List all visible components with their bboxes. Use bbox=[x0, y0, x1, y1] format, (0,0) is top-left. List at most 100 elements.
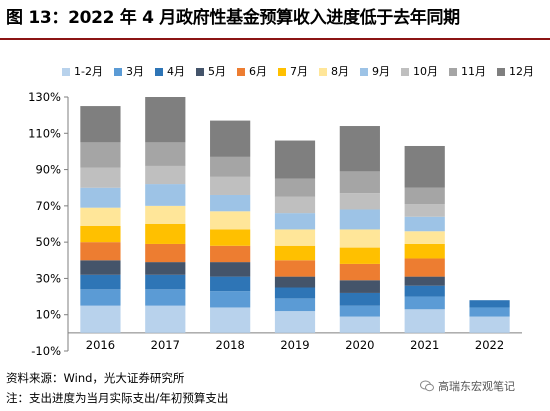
bar-segment bbox=[210, 120, 251, 157]
legend-item: 3月 bbox=[113, 64, 144, 80]
bar-segment bbox=[274, 276, 316, 288]
bar-segment bbox=[274, 260, 316, 277]
bar-segment bbox=[404, 204, 445, 217]
legend-swatch bbox=[236, 68, 245, 76]
legend-swatch bbox=[277, 68, 286, 76]
bar-segment bbox=[145, 289, 186, 306]
legend-item: 7月 bbox=[277, 64, 308, 80]
bar-segment bbox=[404, 187, 445, 205]
bar-segment bbox=[80, 167, 121, 188]
y-tick-label: 30% bbox=[35, 271, 61, 285]
legend-label: 12月 bbox=[508, 65, 534, 78]
legend-swatch bbox=[195, 68, 204, 76]
bar-segment bbox=[145, 205, 186, 224]
bar-segment bbox=[80, 207, 121, 226]
wechat-icon bbox=[420, 380, 434, 392]
bar-segment bbox=[145, 274, 186, 290]
legend-swatch bbox=[113, 68, 122, 76]
bar-segment bbox=[80, 225, 121, 243]
bar-segment bbox=[80, 106, 121, 143]
bar-segment bbox=[404, 145, 445, 188]
bar-segment bbox=[145, 305, 186, 333]
bar-segment bbox=[145, 224, 186, 244]
y-tick-label: 110% bbox=[28, 126, 61, 140]
legend-label: 5月 bbox=[207, 65, 226, 78]
y-tick-label: 90% bbox=[35, 163, 61, 177]
bar-segment bbox=[145, 142, 186, 166]
bar-segment bbox=[80, 242, 121, 261]
legend-swatch bbox=[448, 68, 457, 76]
bar-segment bbox=[145, 184, 186, 206]
legend-item: 4月 bbox=[154, 64, 185, 80]
bar-segment bbox=[339, 126, 380, 172]
bar-segment bbox=[404, 296, 445, 310]
legend-item: 8月 bbox=[318, 64, 349, 80]
y-tick-label: 70% bbox=[35, 199, 61, 213]
bar-segment bbox=[145, 97, 186, 143]
legend-swatch bbox=[154, 68, 163, 76]
bar-segment bbox=[404, 309, 445, 333]
bar-segment bbox=[274, 213, 316, 230]
bar-segment bbox=[210, 176, 251, 195]
bar-segment bbox=[80, 289, 121, 306]
bar-segment bbox=[404, 285, 445, 297]
bar-segment bbox=[339, 171, 380, 194]
bar-segment bbox=[210, 291, 251, 308]
bar-segment bbox=[274, 287, 316, 299]
bar-segment bbox=[339, 229, 380, 248]
bar-segment bbox=[80, 305, 121, 333]
bar-segment bbox=[339, 280, 380, 293]
bar-segment bbox=[469, 307, 510, 317]
bar-segment bbox=[339, 292, 380, 306]
title-divider bbox=[0, 38, 550, 40]
bar-segment bbox=[274, 298, 316, 312]
bar-segment bbox=[274, 311, 316, 333]
bar-segment bbox=[80, 187, 121, 208]
legend-swatch bbox=[62, 68, 70, 76]
bar-segment bbox=[210, 245, 251, 263]
x-tick-label: 2018 bbox=[216, 338, 245, 352]
legend-swatch bbox=[359, 68, 368, 76]
bar-segment bbox=[339, 193, 380, 210]
legend-label: 3月 bbox=[125, 65, 144, 78]
bar-segment bbox=[210, 307, 251, 333]
bar-segment bbox=[274, 196, 316, 214]
legend-label: 10月 bbox=[412, 65, 438, 78]
legend-label: 1-2月 bbox=[74, 65, 103, 78]
legend-item: 6月 bbox=[236, 64, 267, 80]
bar-segment bbox=[80, 142, 121, 168]
watermark-text: 高瑞东宏观笔记 bbox=[438, 380, 515, 393]
legend-swatch bbox=[400, 68, 409, 76]
legend-item: 10月 bbox=[400, 64, 438, 80]
bar-segment bbox=[80, 260, 121, 275]
x-tick-label: 2020 bbox=[345, 338, 374, 352]
legend-label: 9月 bbox=[371, 65, 390, 78]
y-tick-label: 10% bbox=[35, 308, 61, 322]
bar-segment bbox=[274, 245, 316, 261]
bar-segment bbox=[339, 316, 380, 333]
chart-legend: 1-2月 3月 4月 5月 6月 7月 8月 9月 10月 11月 12月 bbox=[62, 64, 534, 80]
bar-segment bbox=[210, 276, 251, 292]
x-tick-label: 2022 bbox=[475, 338, 504, 352]
bar-segment bbox=[404, 276, 445, 286]
bar-segment bbox=[274, 229, 316, 246]
bar-segment bbox=[210, 211, 251, 230]
stacked-bar-chart: 130% 110% 90% 70% 50% 30% 10% -10% 2016 2017 2018 2… bbox=[28, 90, 522, 358]
bar-segment bbox=[404, 231, 445, 244]
bar-segment bbox=[210, 229, 251, 246]
source-text: 资料来源：Wind，光大证券研究所 bbox=[6, 371, 185, 385]
bar-segment bbox=[339, 209, 380, 230]
y-tick-label: 130% bbox=[28, 90, 61, 104]
bar-segment bbox=[469, 300, 510, 308]
bar-segment bbox=[80, 274, 121, 290]
bar-segment bbox=[404, 216, 445, 232]
watermark: 高瑞东宏观笔记 bbox=[420, 378, 515, 394]
x-tick-label: 2021 bbox=[410, 338, 439, 352]
y-tick-label: -10% bbox=[31, 344, 61, 358]
legend-item: 9月 bbox=[359, 64, 390, 80]
bar-segment bbox=[210, 194, 251, 212]
bar-segment bbox=[339, 263, 380, 281]
legend-label: 11月 bbox=[460, 65, 486, 78]
bar-segment bbox=[145, 243, 186, 263]
note-text: 注：支出进度为当月实际支出/年初预算支出 bbox=[6, 391, 229, 405]
